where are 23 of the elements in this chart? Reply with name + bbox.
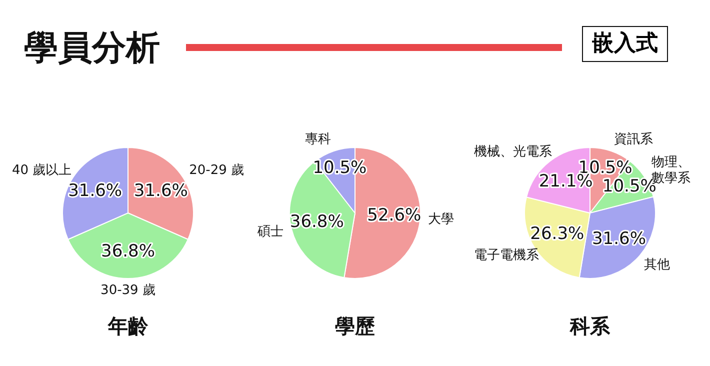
slice-label: 資訊系 <box>614 132 653 148</box>
slice-label: 碩士 <box>256 224 284 240</box>
text: 年齡 <box>107 314 149 338</box>
data-label: 36.8% <box>290 212 344 232</box>
data-label: 31.6% <box>134 180 188 201</box>
text: 學員分析 <box>24 27 160 70</box>
data-label: 10.5% <box>312 158 367 178</box>
slice-label: 電子電機系 <box>474 248 539 263</box>
slice-label: 機械、光電系 <box>474 144 552 160</box>
data-label: 36.8% <box>100 242 156 262</box>
slice-label: 30-39 歲 <box>100 282 156 298</box>
slice-label: 40 歲以上 <box>12 163 72 178</box>
slice-label: 專科 <box>305 132 332 148</box>
text: 學歷 <box>335 314 375 338</box>
slice-label: 其他 <box>644 258 670 273</box>
slice-label: 20-29 歲 <box>189 163 244 178</box>
data-label: 52.6% <box>367 206 422 226</box>
text: 嵌入式 <box>582 26 668 62</box>
text: 科系 <box>569 314 611 338</box>
data-label: 26.3% <box>530 224 584 244</box>
data-label: 31.6% <box>68 180 122 201</box>
slice-label: 大學 <box>428 212 454 227</box>
data-label: 31.6% <box>592 228 646 249</box>
